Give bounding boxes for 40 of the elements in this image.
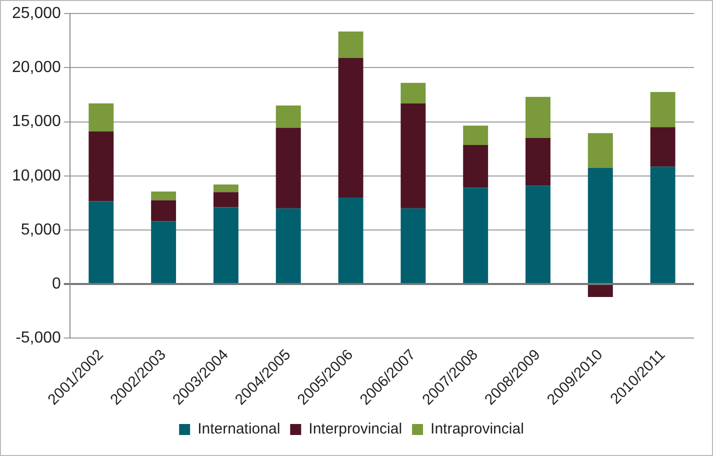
bar: [88, 103, 114, 132]
bar: [650, 166, 676, 284]
legend-label: Interprovincial: [308, 420, 402, 438]
bar: [650, 92, 676, 128]
bar: [588, 168, 613, 284]
bar: [400, 82, 426, 104]
bar: [588, 285, 613, 298]
y-tick-label: 0: [52, 275, 62, 292]
y-tick-label: 15,000: [12, 113, 62, 130]
legend-label: Intraprovincial: [430, 420, 524, 438]
bar: [526, 186, 550, 284]
y-tick-label: -5,000: [16, 330, 62, 347]
bar: [151, 200, 176, 222]
bar: [276, 128, 301, 208]
bar: [213, 207, 238, 284]
bar: [151, 221, 176, 284]
bar: [526, 96, 550, 138]
bar: [338, 58, 364, 198]
bar: [400, 208, 426, 284]
y-tick-label: 10,000: [12, 167, 62, 184]
bar: [463, 126, 488, 146]
y-tick-label: 25,000: [12, 5, 62, 22]
legend-label: International: [198, 420, 280, 438]
bar: [463, 188, 488, 284]
bar: [526, 138, 550, 186]
bar: [463, 145, 488, 188]
bar: [338, 198, 364, 284]
bar: [151, 192, 176, 200]
bar: [276, 106, 301, 128]
bar: [650, 127, 676, 167]
y-tick-label: 20,000: [12, 59, 62, 76]
bar: [88, 201, 114, 284]
bar: [338, 31, 364, 58]
y-tick-label: 5,000: [20, 221, 62, 238]
bar: [213, 184, 238, 192]
bar: [88, 132, 114, 202]
bar: [588, 133, 613, 168]
bar: [213, 192, 238, 208]
bar: [276, 208, 301, 284]
bar: [400, 103, 426, 208]
